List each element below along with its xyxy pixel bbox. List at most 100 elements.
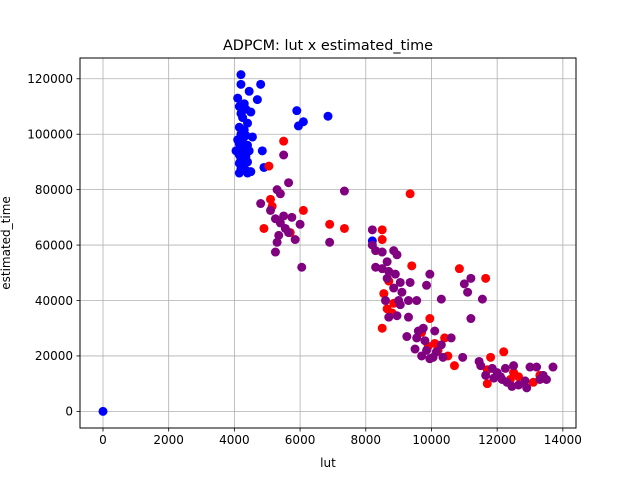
y-tick-label: 40000 (35, 294, 73, 308)
data-point (275, 189, 285, 199)
data-point (459, 279, 469, 289)
data-point (403, 296, 413, 306)
data-point (476, 361, 486, 371)
data-point (509, 361, 519, 371)
data-point (382, 273, 392, 283)
data-point (377, 225, 387, 235)
data-point (274, 230, 284, 240)
data-point (463, 287, 473, 297)
data-point (535, 374, 545, 384)
data-point (477, 294, 487, 304)
data-point (256, 79, 266, 89)
y-tick-label: 120000 (27, 72, 73, 86)
data-point (395, 277, 405, 287)
data-point (279, 211, 289, 221)
x-tick-label: 4000 (219, 433, 250, 447)
data-point (402, 332, 412, 342)
y-tick-label: 0 (65, 405, 73, 419)
y-axis-ticks: 0 20000 40000 60000 80000 100000 120000 (27, 72, 80, 419)
data-point (236, 79, 246, 89)
data-point (486, 352, 496, 362)
y-tick-label: 100000 (27, 128, 73, 142)
data-point (292, 106, 302, 116)
data-point (499, 347, 509, 357)
data-point (440, 333, 450, 343)
data-point (548, 362, 558, 372)
data-point (392, 311, 402, 321)
data-point (384, 312, 394, 322)
data-point (417, 351, 427, 361)
data-point (466, 314, 476, 324)
data-point (520, 376, 530, 386)
x-tick-label: 0 (99, 433, 107, 447)
data-point (405, 277, 415, 287)
data-point (425, 269, 435, 279)
data-point (522, 383, 532, 393)
y-axis-label: estimated_time (0, 196, 13, 290)
y-tick-label: 20000 (35, 349, 73, 363)
data-point (377, 235, 387, 245)
data-point (500, 363, 510, 373)
x-tick-label: 10000 (412, 433, 450, 447)
data-point (436, 340, 446, 350)
data-point (243, 168, 253, 178)
data-point (438, 352, 448, 362)
data-point (482, 379, 492, 389)
data-point (403, 312, 413, 322)
data-point (410, 344, 420, 354)
data-point (257, 146, 267, 156)
data-point (397, 287, 407, 297)
data-point (407, 261, 417, 271)
data-point (377, 247, 387, 257)
data-point (243, 118, 253, 128)
data-point (298, 205, 308, 215)
data-point (436, 294, 446, 304)
data-point (323, 111, 333, 121)
data-point (287, 212, 297, 222)
data-point (339, 223, 349, 233)
data-point (236, 70, 246, 80)
data-point (295, 219, 305, 229)
data-point (481, 273, 491, 283)
data-point (514, 372, 524, 382)
data-point (413, 326, 423, 336)
x-axis-label: lut (320, 456, 336, 470)
x-tick-label: 14000 (544, 433, 582, 447)
data-point (256, 199, 266, 209)
data-point (425, 354, 435, 364)
data-point (446, 333, 456, 343)
x-tick-label: 2000 (153, 433, 184, 447)
x-axis-ticks: 0 2000 4000 6000 8000 10000 12000 14000 (99, 428, 582, 447)
data-point (420, 336, 430, 346)
data-point (233, 93, 243, 103)
data-point (382, 257, 392, 267)
data-point (392, 250, 402, 260)
data-point (379, 289, 389, 299)
data-point (389, 283, 399, 293)
y-tick-label: 80000 (35, 183, 73, 197)
data-point (339, 186, 349, 196)
data-point (272, 237, 282, 247)
data-point (458, 352, 468, 362)
data-point (279, 136, 289, 146)
data-point (270, 247, 280, 257)
data-point (290, 235, 300, 245)
data-point (234, 168, 244, 178)
data-point (514, 380, 524, 390)
data-point (412, 296, 422, 306)
grid-lines (80, 58, 576, 428)
data-point (284, 228, 294, 238)
axes-frame (79, 57, 577, 429)
data-point (325, 219, 335, 229)
data-point (525, 362, 535, 372)
data-point (98, 406, 108, 416)
data-point (466, 273, 476, 283)
data-point (495, 372, 505, 382)
data-point (264, 161, 274, 171)
data-point (395, 300, 405, 310)
data-point (284, 178, 294, 188)
data-point (390, 269, 400, 279)
